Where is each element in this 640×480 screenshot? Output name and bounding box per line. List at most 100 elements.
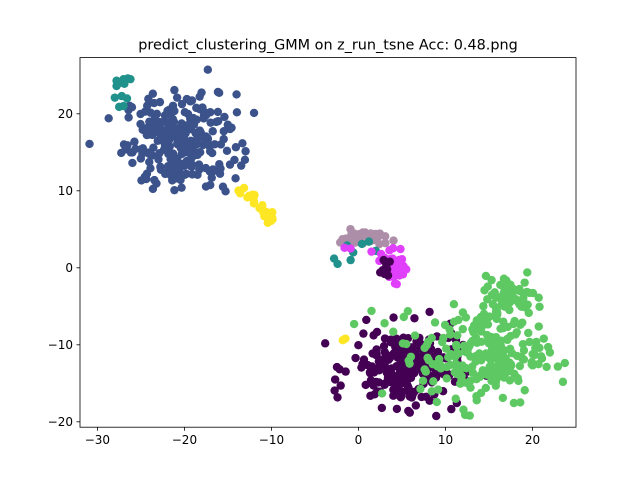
scatter-point (487, 275, 496, 285)
scatter-point (354, 341, 363, 350)
scatter-point (126, 74, 135, 84)
scatter-point (421, 367, 431, 376)
scatter-point (397, 255, 407, 264)
y-tick-label: −10 (48, 338, 73, 352)
scatter-point (411, 401, 421, 410)
scatter-point (234, 186, 243, 195)
scatter-point (395, 367, 405, 376)
scatter-point (452, 342, 461, 351)
scatter-point (400, 377, 409, 386)
scatter-point (148, 89, 158, 98)
scatter-point (374, 378, 384, 387)
scatter-point (376, 268, 385, 277)
scatter-point (145, 117, 154, 126)
scatter-point (333, 259, 342, 269)
scatter-point (195, 92, 204, 101)
scatter-point (137, 145, 146, 154)
scatter-point (427, 387, 436, 396)
scatter-point (330, 375, 340, 384)
scatter-point (506, 289, 515, 298)
data-points (85, 65, 570, 421)
scatter-point (385, 246, 394, 255)
scatter-point (340, 243, 349, 252)
scatter-point (382, 265, 392, 274)
scatter-point (143, 101, 152, 110)
scatter-point (458, 324, 468, 334)
scatter-point (500, 346, 509, 355)
scatter-point (399, 312, 408, 322)
scatter-point (201, 182, 211, 191)
scatter-point (515, 361, 525, 371)
scatter-point (382, 368, 392, 377)
scatter-point (178, 159, 188, 169)
scatter-point (213, 107, 223, 117)
scatter-point (514, 376, 523, 386)
scatter-point (510, 316, 519, 326)
scatter-point (412, 359, 421, 368)
scatter-point (177, 183, 186, 192)
scatter-point (504, 296, 514, 306)
scatter-point (124, 113, 133, 122)
scatter-point (525, 288, 534, 298)
scatter-point (148, 184, 158, 194)
scatter-point (172, 93, 182, 102)
scatter-point (385, 353, 395, 363)
scatter-point (136, 119, 145, 129)
scatter-point (403, 306, 413, 316)
scatter-point (410, 314, 419, 323)
scatter-point (398, 270, 408, 279)
scatter-point (405, 408, 415, 417)
scatter-point (451, 394, 460, 403)
x-tick-label: −30 (85, 433, 110, 447)
scatter-point (492, 305, 501, 314)
scatter-point (479, 302, 488, 311)
scatter-point (187, 162, 196, 172)
scatter-point (524, 328, 533, 338)
scatter-point (362, 315, 371, 325)
scatter-point (366, 391, 375, 401)
scatter-point (222, 146, 232, 156)
scatter-point (166, 171, 176, 180)
scatter-point (379, 341, 389, 351)
scatter-point (206, 118, 215, 127)
scatter-point (389, 236, 398, 245)
scatter-point (346, 255, 355, 265)
scatter-point (437, 337, 447, 347)
scatter-point (241, 147, 250, 156)
scatter-point (193, 135, 202, 144)
scatter-point (518, 318, 527, 327)
scatter-point (453, 370, 462, 379)
scatter-point (430, 318, 440, 327)
scatter-point (447, 404, 456, 414)
scatter-point (392, 382, 401, 392)
scatter-point (558, 377, 568, 387)
scatter-point (519, 346, 529, 355)
scatter-point (482, 330, 492, 340)
scatter-point (466, 376, 475, 385)
scatter-point (145, 157, 154, 167)
scatter-point (458, 308, 468, 317)
scatter-point (130, 137, 139, 146)
scatter-point (386, 335, 395, 344)
scatter-point (498, 323, 508, 333)
scatter-point (379, 360, 388, 369)
scatter-point (428, 359, 437, 369)
scatter-point (336, 381, 345, 390)
scatter-point (332, 362, 342, 372)
scatter-point (418, 376, 428, 385)
scatter-point (528, 349, 537, 359)
scatter-point (213, 116, 223, 126)
scatter-point (472, 338, 482, 348)
scatter-point (536, 352, 546, 361)
scatter-point (112, 76, 121, 85)
chart-title: predict_clustering_GMM on z_run_tsne Acc… (138, 38, 518, 54)
scatter-point (389, 327, 398, 336)
y-tick-label: −20 (48, 415, 73, 429)
scatter-point (150, 175, 159, 185)
scatter-point (432, 397, 442, 407)
scatter-point (216, 140, 226, 149)
scatter-point (521, 303, 531, 312)
scatter-point (341, 367, 350, 376)
scatter-point (361, 230, 370, 240)
scatter-point (122, 94, 132, 103)
